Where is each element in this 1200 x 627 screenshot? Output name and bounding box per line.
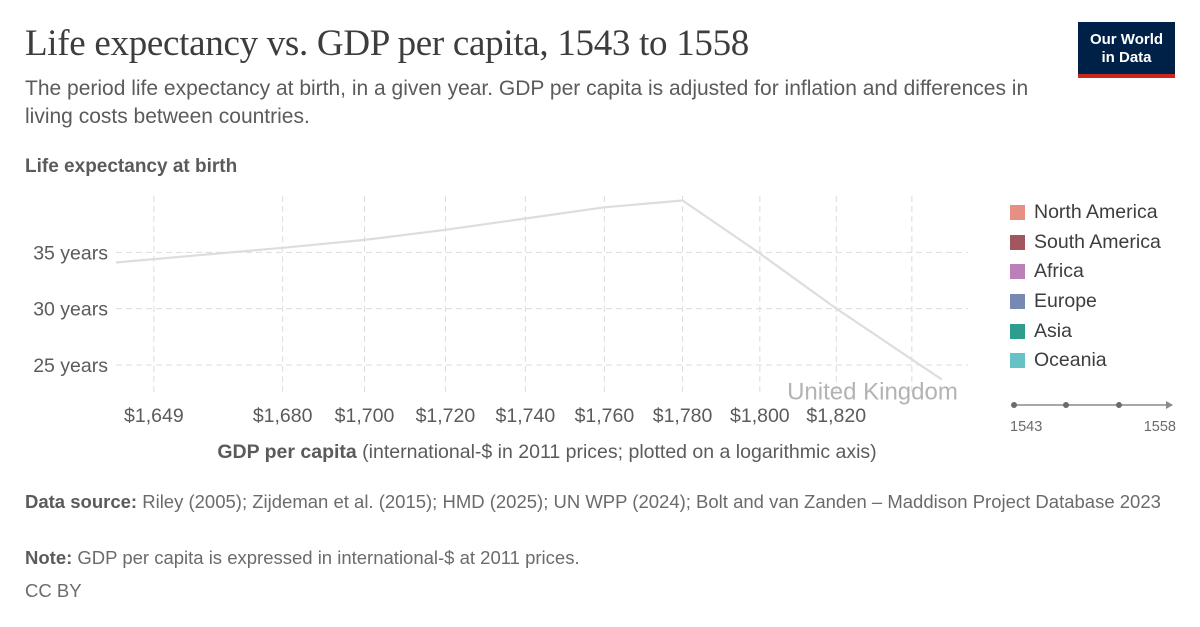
legend-label: Europe [1034, 290, 1097, 313]
y-tick-labels: 25 years 30 years 35 years [33, 242, 108, 377]
legend-label: North America [1034, 201, 1158, 224]
x-axis-label-rest: (international-$ in 2011 prices; plotted… [357, 441, 877, 463]
logo-line-1: Our World [1089, 31, 1164, 48]
timeline-handle-start[interactable] [1011, 402, 1017, 408]
x-tick-labels: $1,649 $1,680 $1,700 $1,720 $1,740 $1,760 $1,7… [124, 405, 866, 427]
legend-label: South America [1034, 230, 1161, 253]
x-tick-label: $1,820 [806, 405, 866, 427]
x-axis-label: GDP per capita (international-$ in 2011 … [217, 441, 876, 463]
legend-item[interactable]: Europe [1010, 287, 1161, 317]
timeline-arrow-icon [1166, 401, 1173, 409]
y-tick-label: 30 years [33, 299, 108, 321]
note-label: Note: [25, 547, 73, 568]
chart-title: Life expectancy vs. GDP per capita, 1543… [25, 23, 750, 64]
timeline-tick [1063, 402, 1069, 408]
legend-label: Oceania [1034, 349, 1107, 372]
y-gridlines [116, 251, 968, 366]
x-tick-label: $1,649 [124, 405, 184, 427]
x-tick-label: $1,780 [653, 405, 713, 427]
legend-swatch [1010, 294, 1025, 310]
legend-swatch [1010, 323, 1025, 339]
legend-swatch [1010, 205, 1025, 221]
license[interactable]: CC BY [25, 580, 82, 601]
series-lines[interactable] [115, 199, 943, 381]
x-tick-label: $1,800 [730, 405, 790, 427]
y-tick-label: 35 years [33, 242, 108, 264]
x-tick-label: $1,720 [416, 405, 476, 427]
legend: North America South America Africa Europe As… [1010, 198, 1161, 376]
logo-line-2: in Data [1101, 49, 1152, 66]
legend-item[interactable]: South America [1010, 228, 1161, 258]
x-tick-label: $1,680 [253, 405, 313, 427]
timeline-slider[interactable]: 1543 1558 [1010, 401, 1176, 435]
x-tick-label: $1,760 [575, 405, 635, 427]
legend-item[interactable]: Asia [1010, 316, 1161, 346]
legend-item[interactable]: Oceania [1010, 346, 1161, 376]
chart-subtitle: The period life expectancy at birth, in … [25, 77, 1029, 128]
series-line-united-kingdom[interactable] [115, 199, 943, 381]
legend-swatch [1010, 264, 1025, 280]
legend-swatch [1010, 353, 1025, 369]
x-gridlines [153, 196, 913, 392]
data-source-text: Riley (2005); Zijdeman et al. (2015); HM… [137, 491, 1161, 512]
data-source-label: Data source: [25, 491, 138, 512]
x-tick-label: $1,740 [496, 405, 556, 427]
legend-item[interactable]: Africa [1010, 257, 1161, 287]
timeline-start-label: 1543 [1010, 419, 1042, 435]
legend-item[interactable]: North America [1010, 198, 1161, 228]
y-axis-label: Life expectancy at birth [25, 156, 238, 177]
chart-note: Note: GDP per capita is expressed in int… [25, 546, 580, 570]
timeline-end-label: 1558 [1144, 419, 1176, 435]
legend-label: Africa [1034, 260, 1084, 283]
owid-logo[interactable]: Our World in Data [1078, 22, 1175, 78]
timeline-tick [1116, 402, 1122, 408]
series-label: United Kingdom [787, 379, 958, 406]
series-labels: United Kingdom [787, 379, 958, 406]
data-source: Data source: Riley (2005); Zijdeman et a… [25, 490, 1165, 514]
x-axis-label-bold: GDP per capita [217, 441, 357, 463]
legend-swatch [1010, 234, 1025, 250]
note-text: GDP per capita is expressed in internati… [72, 547, 580, 568]
legend-label: Asia [1034, 319, 1072, 342]
y-tick-label: 25 years [33, 355, 108, 377]
x-tick-label: $1,700 [335, 405, 395, 427]
